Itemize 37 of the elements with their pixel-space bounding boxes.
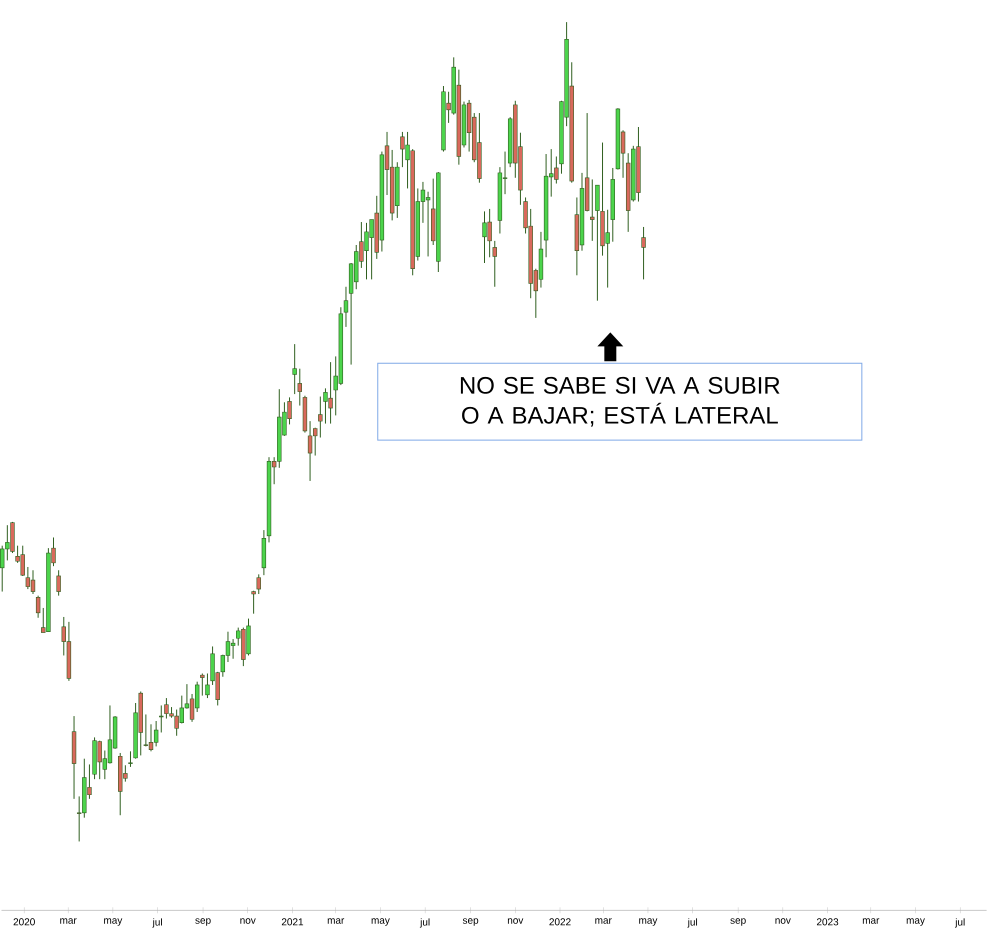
x-tick-label: 2023 — [816, 918, 838, 926]
x-tick-label: jul — [954, 918, 965, 928]
candlestick — [56, 570, 61, 596]
x-tick-label: mar — [328, 918, 344, 924]
x-tick-label: may — [639, 918, 658, 926]
x-tick-label: mar — [595, 918, 612, 924]
candlestick — [200, 672, 205, 696]
x-tick-label: may — [104, 918, 122, 926]
x-tick-label: 2022 — [549, 918, 571, 926]
candlestick — [205, 672, 210, 698]
x-tick-label: jul — [420, 918, 430, 928]
candlestick — [344, 286, 348, 328]
x-tick-label: nov — [240, 918, 256, 924]
x-tick-label: 2021 — [282, 918, 304, 926]
candlestick — [641, 226, 646, 280]
candlestick — [492, 240, 497, 288]
annotation: NO SE SABE SI VA A SUBIR O A BAJAR; ESTÁ LATERAL — [460, 376, 780, 426]
x-tick-label: mar — [862, 918, 880, 924]
candlestick — [590, 178, 594, 242]
x-tick-label: may — [906, 918, 925, 926]
candlestick — [251, 590, 256, 614]
x-tick-label: mar — [60, 918, 77, 924]
candlestick — [128, 750, 133, 768]
x-tick-label: jul — [687, 918, 698, 928]
x-tick-label: may — [372, 918, 390, 926]
x-tick-label: nov — [508, 918, 524, 924]
x-tick-label: jul — [152, 918, 162, 928]
x-tick-label: 2020 — [14, 918, 35, 926]
candlestick — [292, 343, 297, 394]
candlestick — [256, 574, 261, 594]
x-tick-label: sep — [195, 918, 211, 926]
x-tick-label: sep — [462, 918, 478, 926]
x-tick-label: sep — [730, 918, 746, 926]
candlestick — [298, 368, 302, 406]
candlestick — [36, 595, 40, 618]
x-tick-label: nov — [775, 918, 791, 924]
candlestick — [318, 396, 323, 438]
